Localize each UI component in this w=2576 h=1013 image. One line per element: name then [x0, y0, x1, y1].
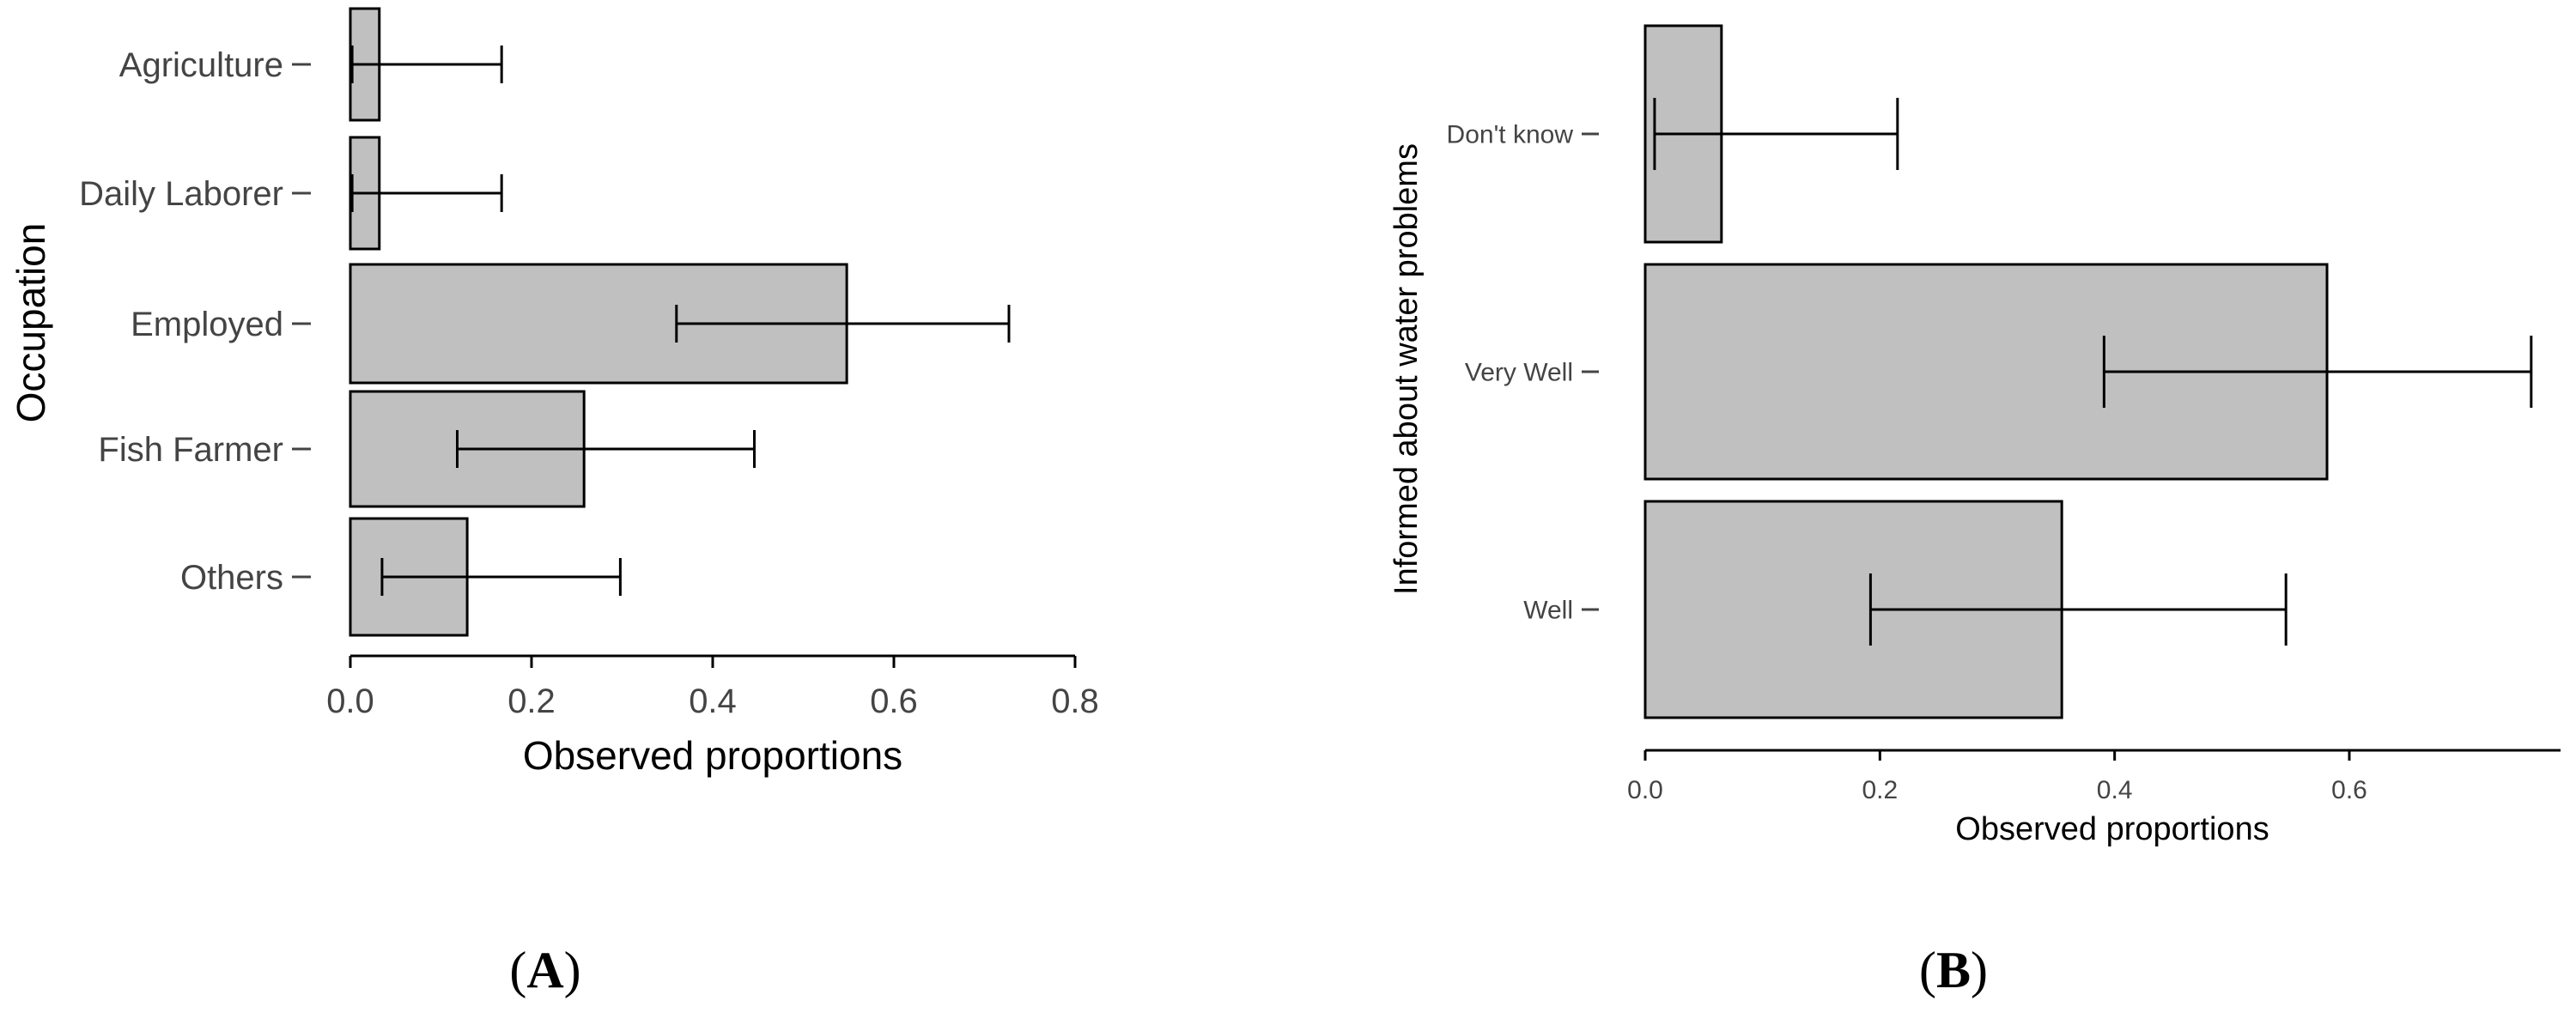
panel-a-x-tick-label: 0.4 — [689, 682, 737, 720]
panel-b-x-tick-label: 0.6 — [2331, 776, 2367, 804]
panel-a-category-label-others: Others — [180, 559, 283, 597]
panel-b-category-label-don-t-know: Don't know — [1447, 121, 1574, 149]
panel-a-x-axis-title: Observed proportions — [523, 733, 902, 778]
panel-a-category-label-daily-laborer: Daily Laborer — [79, 175, 283, 213]
panel-a-chart: Agriculture Daily Laborer Employed Fish Far… — [9, 7, 1099, 998]
panel-a-category-label-fish-farmer: Fish Farmer — [98, 431, 283, 469]
panel-b-x-axis-title: Observed proportions — [1955, 811, 2269, 847]
panel-a-error-bar-agriculture — [350, 45, 503, 83]
panel-a-x-tick-label: 0.8 — [1051, 682, 1099, 720]
panel-b-category-label-well: Well — [1523, 597, 1573, 625]
panel-a-label: (A) — [509, 942, 580, 998]
panel-a-error-bar-fish-farmer — [455, 430, 756, 468]
panel-b-error-bar-well — [1868, 573, 2287, 646]
panel-a-category-label-employed: Employed — [131, 306, 283, 343]
panel-a-category-label-agriculture: Agriculture — [119, 46, 283, 84]
panel-b-category-label-very-well: Very Well — [1465, 359, 1573, 387]
panel-b-label: (B) — [1919, 942, 1988, 998]
panel-a-x-tick-label: 0.0 — [326, 682, 374, 720]
panel-b-error-bar-very-well — [2102, 336, 2533, 408]
panel-a-y-axis-title: Occupation — [9, 223, 53, 423]
panel-b-x-tick-label: 0.2 — [1862, 776, 1898, 804]
panel-b-error-bar-don-t-know — [1653, 98, 1899, 170]
panel-a-x-tick-label: 0.2 — [507, 682, 556, 720]
panel-b-chart: Don't know Very Well Well 0.0 0.2 0.4 0.6 Obs… — [1388, 24, 2561, 998]
panel-b-x-tick-label: 0.4 — [2097, 776, 2133, 804]
panel-a-x-tick-label: 0.6 — [870, 682, 918, 720]
panel-a-error-bar-employed — [675, 305, 1011, 343]
panel-a-error-bar-daily-laborer — [350, 174, 503, 212]
panel-a-error-bar-others — [380, 558, 622, 596]
panel-b-y-axis-title: Informed about water problems — [1388, 143, 1425, 595]
panel-b-x-tick-label: 0.0 — [1627, 776, 1663, 804]
